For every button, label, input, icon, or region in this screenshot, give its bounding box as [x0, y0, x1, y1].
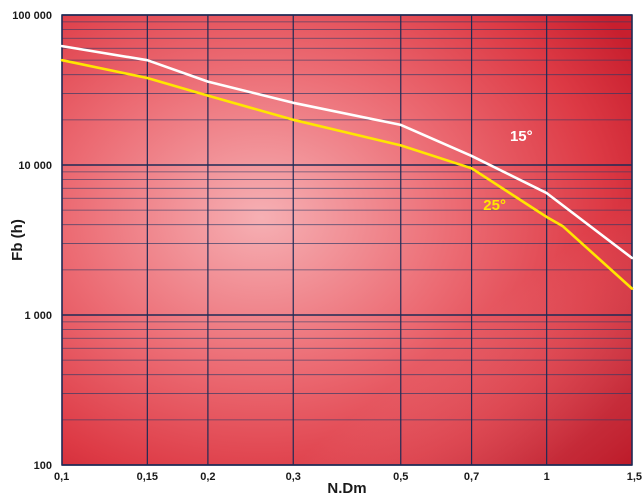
tick-labels: 0,1 0,15 0,2 0,3 0,5 0,7 1 1,5 100 1 000 10 000 100… [12, 10, 642, 483]
series-labels: 15° 25° [483, 128, 532, 214]
y-tick-label: 100 000 [12, 10, 52, 22]
y-axis-title: Fb (h) [9, 219, 26, 261]
grid-minor [62, 21, 632, 421]
x-tick-label: 1 [544, 471, 550, 483]
x-tick-label: 0,1 [54, 471, 69, 483]
plot-frame [61, 14, 633, 466]
y-tick-label: 1 000 [24, 310, 52, 322]
x-tick-label: 0,3 [286, 471, 301, 483]
plot-background-shade [62, 15, 632, 465]
x-tick-label: 0,5 [393, 471, 408, 483]
series-line-1 [60, 58, 634, 290]
x-axis-title: N.Dm [327, 480, 366, 497]
series-line-0 [60, 44, 634, 260]
x-tick-label: 0,15 [137, 471, 158, 483]
x-tick-label: 0,2 [200, 471, 215, 483]
y-tick-label: 100 [34, 460, 52, 472]
y-tick-label: 10 000 [18, 160, 52, 172]
series-label-1: 25° [483, 197, 506, 214]
series-label-0: 15° [510, 128, 533, 145]
grid-major [61, 14, 633, 466]
x-tick-label: 0,7 [464, 471, 479, 483]
series-layer [60, 44, 634, 290]
x-tick-label: 1,5 [627, 471, 642, 483]
